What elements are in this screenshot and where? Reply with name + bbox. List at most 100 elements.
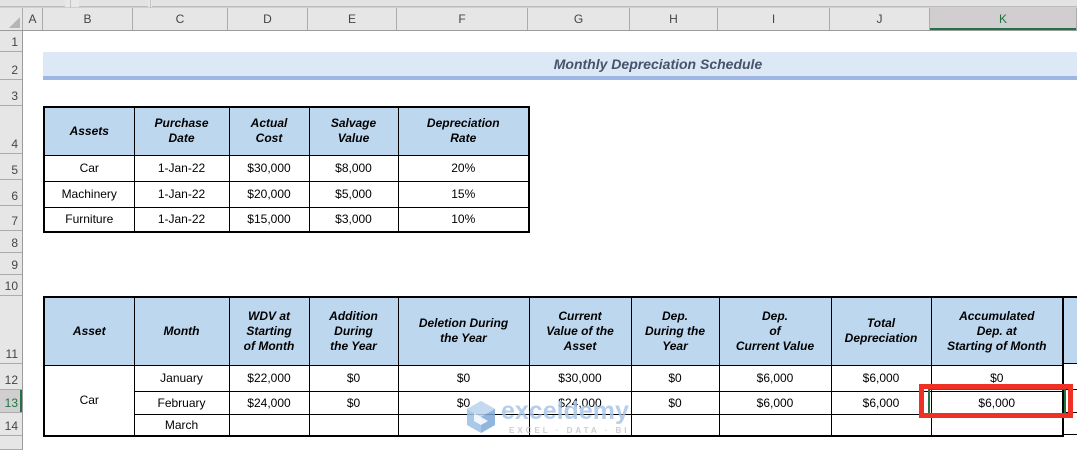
- header-cell[interactable]: Accumulated Dep. at Starting of Month: [930, 296, 1064, 366]
- header-cell[interactable]: Deletion During the Year: [397, 296, 530, 366]
- column-header-d[interactable]: D: [228, 8, 308, 30]
- header-cell[interactable]: Salvage Value: [308, 106, 399, 156]
- sheet-area: Monthly Depreciation Schedule Assets Pur…: [23, 31, 1077, 450]
- cell[interactable]: [528, 413, 632, 437]
- cell[interactable]: $6,000: [830, 390, 932, 415]
- cell[interactable]: March: [133, 413, 230, 437]
- formula-bar-edge: [0, 0, 1077, 8]
- header-cell[interactable]: Purchase Date: [133, 106, 230, 156]
- header-cell[interactable]: WDV at Starting of Month: [228, 296, 310, 366]
- row-header-4[interactable]: 4: [0, 106, 22, 154]
- cell[interactable]: Car: [43, 154, 135, 182]
- cell[interactable]: $0: [397, 390, 530, 415]
- row-header-7[interactable]: 7: [0, 206, 22, 231]
- cell[interactable]: $24,000: [528, 390, 632, 415]
- cell[interactable]: 20%: [397, 154, 530, 182]
- cell[interactable]: [830, 413, 932, 437]
- cell[interactable]: $15,000: [228, 206, 310, 233]
- cell[interactable]: [308, 413, 399, 437]
- cell[interactable]: $22,000: [228, 364, 310, 392]
- cell[interactable]: $8,000: [308, 154, 399, 182]
- row-header-1[interactable]: 1: [0, 31, 22, 52]
- row-header-8[interactable]: 8: [0, 231, 22, 253]
- column-header-i[interactable]: I: [718, 8, 830, 30]
- column-header-a[interactable]: A: [23, 8, 43, 30]
- cell[interactable]: $6,000: [718, 364, 832, 392]
- table-row-january: Car January $22,000 $0 $0 $30,000 $0 $6,…: [43, 364, 1064, 437]
- column-header-row: A B C D E F G H I J K: [0, 8, 1077, 31]
- page-title: Monthly Depreciation Schedule: [553, 56, 763, 72]
- cell[interactable]: $0: [630, 390, 720, 415]
- cell[interactable]: February: [133, 390, 230, 415]
- cell[interactable]: 10%: [397, 206, 530, 233]
- column-header-e[interactable]: E: [308, 8, 397, 30]
- select-all-triangle: [9, 17, 20, 28]
- cell[interactable]: $0: [308, 364, 399, 392]
- column-header-f[interactable]: F: [397, 8, 528, 30]
- header-cell[interactable]: Asset: [43, 296, 135, 366]
- merged-asset-cell[interactable]: Car: [43, 364, 135, 437]
- cell[interactable]: $0: [308, 390, 399, 415]
- column-header-j[interactable]: J: [830, 8, 930, 30]
- row-header-5[interactable]: 5: [0, 154, 22, 180]
- cell[interactable]: [397, 413, 530, 437]
- row-header-9[interactable]: 9: [0, 253, 22, 275]
- cell[interactable]: [228, 413, 310, 437]
- column-header-h[interactable]: H: [630, 8, 718, 30]
- cell[interactable]: 1-Jan-22: [133, 154, 230, 182]
- select-all-corner[interactable]: [0, 8, 23, 30]
- divider: [150, 0, 151, 8]
- table-continuation-sliver: [1064, 296, 1077, 435]
- column-header-b[interactable]: B: [43, 8, 133, 30]
- row-header-12[interactable]: 12: [0, 364, 22, 390]
- header-cell[interactable]: Depreciation Rate: [397, 106, 530, 156]
- header-cell[interactable]: Month: [133, 296, 230, 366]
- row-header-2[interactable]: 2: [0, 52, 22, 80]
- row-header-11[interactable]: 11: [0, 296, 22, 364]
- cell[interactable]: $20,000: [228, 180, 310, 208]
- cell[interactable]: [718, 413, 832, 437]
- cell[interactable]: $5,000: [308, 180, 399, 208]
- header-cell[interactable]: Assets: [43, 106, 135, 156]
- cell[interactable]: $30,000: [528, 364, 632, 392]
- cell[interactable]: [630, 413, 720, 437]
- cell[interactable]: $3,000: [308, 206, 399, 233]
- header-cell[interactable]: Actual Cost: [228, 106, 310, 156]
- cell[interactable]: $24,000: [228, 390, 310, 415]
- cell[interactable]: 1-Jan-22: [133, 180, 230, 208]
- row-header-6[interactable]: 6: [0, 180, 22, 206]
- column-header-g[interactable]: G: [528, 8, 630, 30]
- cell[interactable]: 15%: [397, 180, 530, 208]
- assets-table: Assets Purchase Date Actual Cost Salvage…: [43, 106, 530, 233]
- header-cell[interactable]: Dep. of Current Value: [718, 296, 832, 366]
- header-cell[interactable]: Addition During the Year: [308, 296, 399, 366]
- cell[interactable]: $30,000: [228, 154, 310, 182]
- cell[interactable]: $0: [630, 364, 720, 392]
- formula-input-edge: [152, 0, 1077, 7]
- header-cell[interactable]: Total Depreciation: [830, 296, 932, 366]
- cell[interactable]: $6,000: [718, 390, 832, 415]
- row-header-3[interactable]: 3: [0, 80, 22, 106]
- active-cell-k13[interactable]: $6,000: [930, 390, 1064, 415]
- cell[interactable]: 1-Jan-22: [133, 206, 230, 233]
- highlight-annotation-box: [919, 384, 1073, 418]
- table-row: Car 1-Jan-22 $30,000 $8,000 20%: [43, 154, 530, 182]
- assets-header-row: Assets Purchase Date Actual Cost Salvage…: [43, 106, 530, 156]
- title-banner-cell[interactable]: [43, 52, 1077, 80]
- cell[interactable]: Furniture: [43, 206, 135, 233]
- fx-button-edge: [79, 0, 148, 7]
- schedule-header-row: Asset Month WDV at Starting of Month Add…: [43, 296, 1064, 366]
- cell[interactable]: January: [133, 364, 230, 392]
- cell[interactable]: Machinery: [43, 180, 135, 208]
- header-cell[interactable]: Dep. During the Year: [630, 296, 720, 366]
- row-header-14[interactable]: 14: [0, 413, 22, 436]
- table-row-march: March: [44, 413, 1064, 437]
- column-header-c[interactable]: C: [133, 8, 228, 30]
- column-header-k-selected[interactable]: K: [930, 8, 1077, 30]
- row-header-13-selected[interactable]: 13: [0, 390, 22, 413]
- cell[interactable]: $0: [397, 364, 530, 392]
- header-cell[interactable]: Current Value of the Asset: [528, 296, 632, 366]
- row-header-15-partial[interactable]: [0, 436, 22, 450]
- cell[interactable]: $6,000: [830, 364, 932, 392]
- row-header-10[interactable]: 10: [0, 275, 22, 296]
